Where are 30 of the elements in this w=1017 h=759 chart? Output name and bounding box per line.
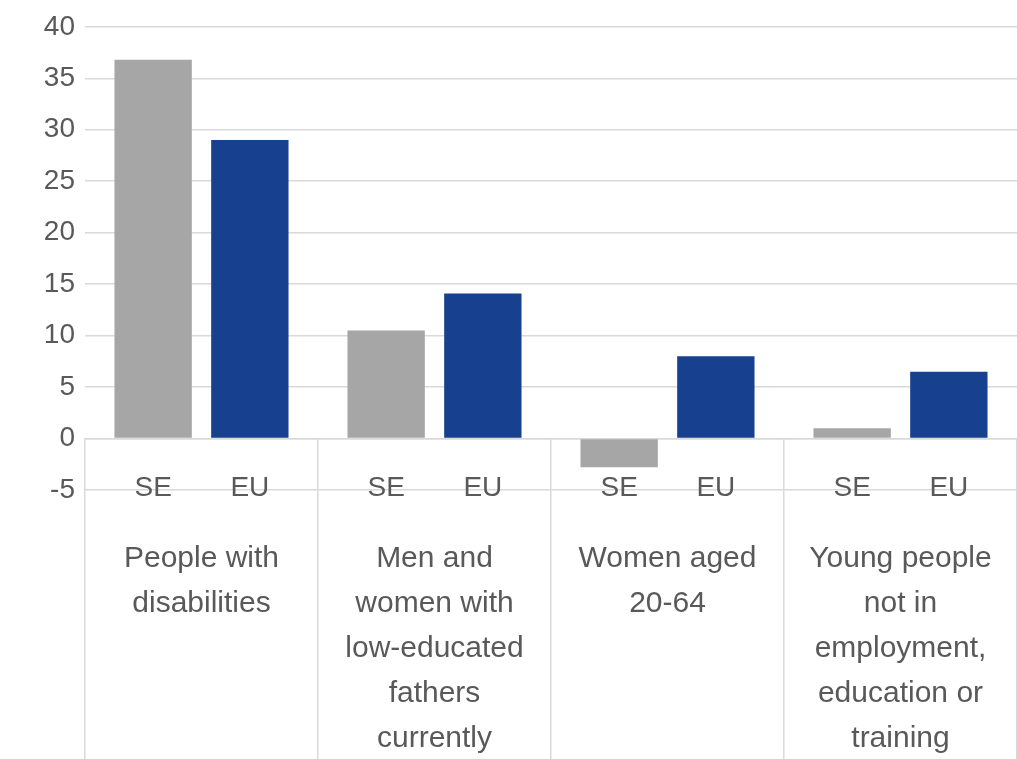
y-tick-label: 40 [43, 9, 75, 41]
x-tick-label: People with disabilities [123, 539, 280, 618]
bar [910, 371, 988, 438]
x-tick-label: Young people not in employment, education or training [809, 539, 992, 753]
text: EU [696, 471, 736, 503]
bar [580, 439, 658, 468]
y-tick-label: 35 [43, 60, 75, 92]
y-tick-label: 30 [43, 112, 75, 144]
text: SE [833, 471, 871, 503]
text: EU [463, 471, 503, 503]
bar [677, 356, 755, 438]
series-label: SE [600, 471, 638, 503]
bar [813, 428, 891, 438]
y-tick-label: 5 [59, 369, 75, 401]
bar [211, 140, 289, 438]
bar [347, 330, 425, 438]
text: EU [929, 471, 969, 503]
y-tick-label: 10 [43, 318, 75, 350]
text: SE [134, 471, 172, 503]
text: SE [367, 471, 405, 503]
x-tick-label: Women aged 20-64 [578, 539, 757, 618]
y-tick-label: 25 [43, 163, 75, 195]
y-tick-label: 20 [43, 215, 75, 247]
y-tick-label: 0 [59, 421, 75, 453]
bar [444, 293, 522, 438]
series-label: EU [230, 471, 270, 503]
y-tick-label: -5 [50, 472, 75, 504]
x-tick-label: Men and women with low-educated fathers currently [345, 539, 524, 753]
bar [114, 59, 192, 438]
y-tick-label: 15 [43, 266, 75, 298]
